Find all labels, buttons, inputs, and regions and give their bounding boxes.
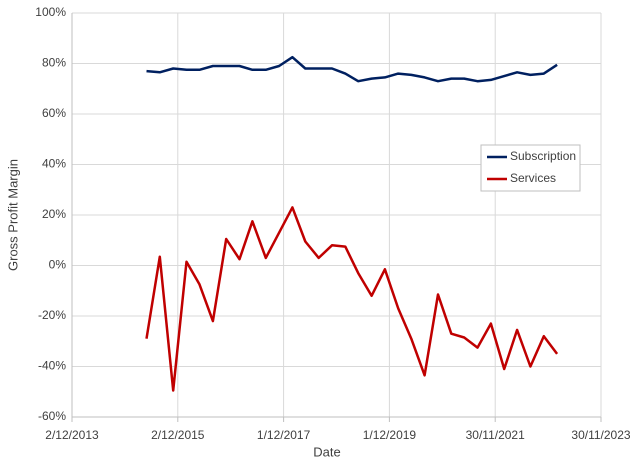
legend-box — [480, 144, 581, 192]
y-tick-label: -60% — [38, 409, 66, 423]
line-series — [145, 206, 559, 392]
y-tick-label: -20% — [38, 308, 66, 322]
x-tick-label: 2/12/2013 — [45, 428, 99, 442]
y-tick-label: 80% — [42, 56, 66, 70]
x-axis-label: Date — [313, 444, 340, 459]
y-tick-label: 40% — [42, 157, 66, 171]
x-tick-label: 1/12/2017 — [257, 428, 311, 442]
y-tick-label: -40% — [38, 359, 66, 373]
y-tick-label: 100% — [35, 5, 66, 19]
x-tick-label: 30/11/2023 — [571, 428, 630, 442]
y-tick-label: 60% — [42, 106, 66, 120]
y-axis-label: Gross Profit Margin — [5, 159, 20, 271]
x-tick-label: 30/11/2021 — [466, 428, 525, 442]
x-tick-label: 1/12/2019 — [363, 428, 417, 442]
legend-label: Services — [510, 171, 556, 185]
x-tick-label: 2/12/2015 — [151, 428, 205, 442]
legend-label: Subscription — [510, 149, 576, 163]
y-tick-label: 20% — [42, 207, 66, 221]
line-series — [146, 55, 558, 83]
y-tick-label: 0% — [49, 258, 67, 272]
